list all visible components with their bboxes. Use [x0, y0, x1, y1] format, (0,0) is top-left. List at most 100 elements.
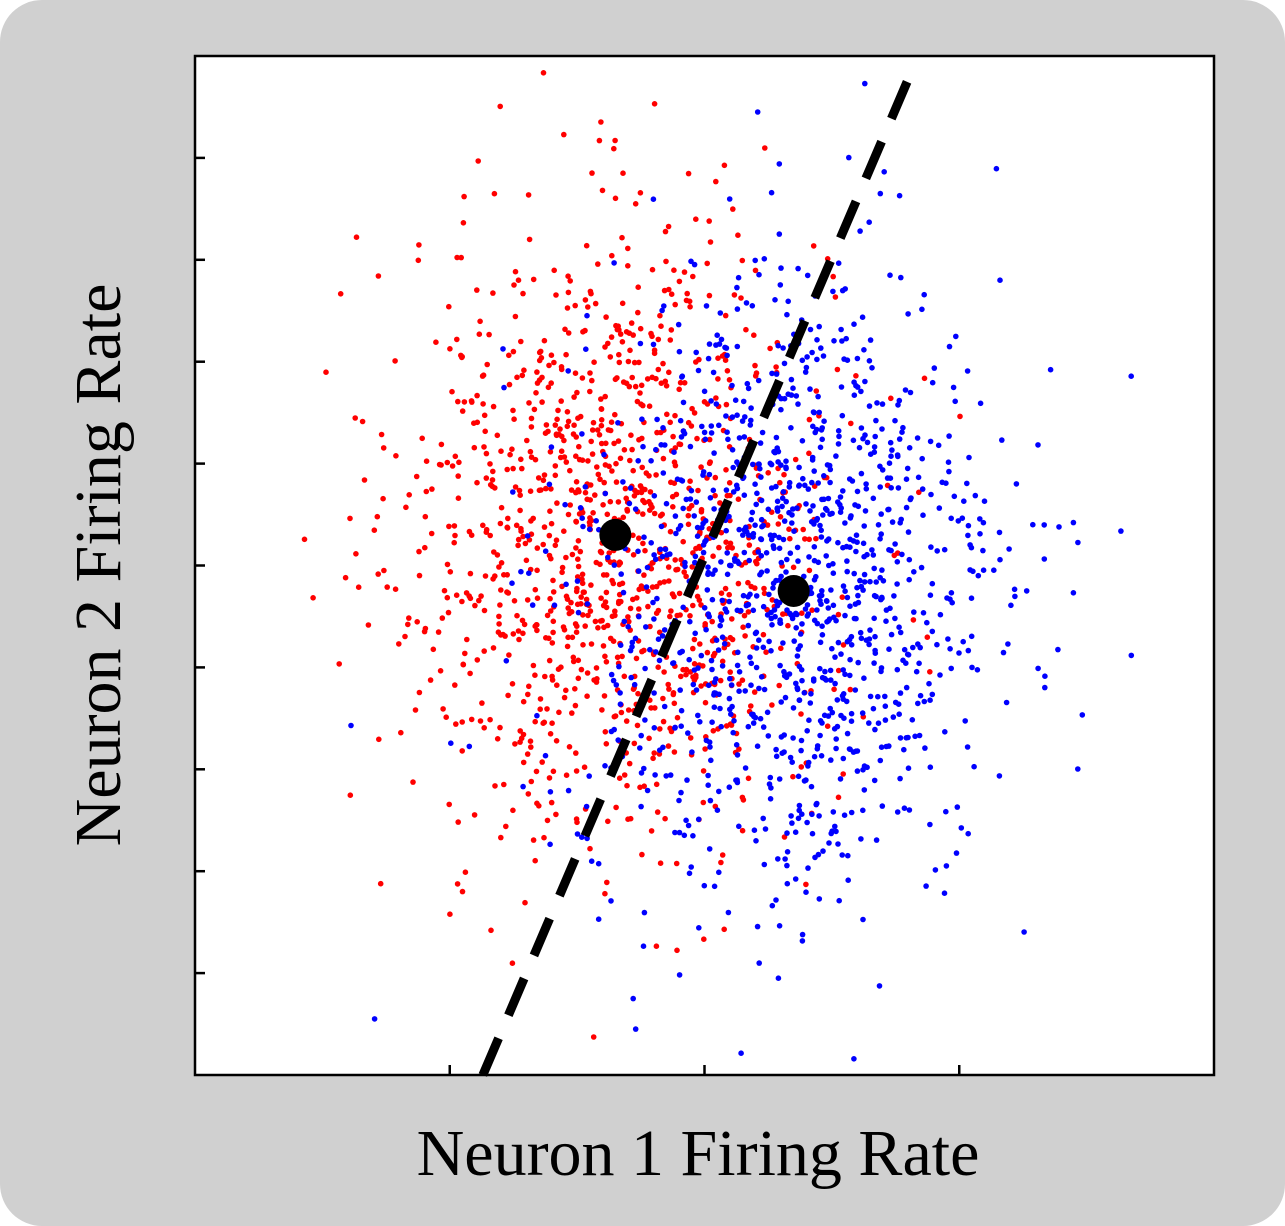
scatter-point — [574, 574, 581, 580]
scatter-point — [483, 475, 490, 481]
scatter-point — [803, 881, 809, 888]
scatter-point — [694, 435, 700, 442]
scatter-point — [853, 548, 859, 555]
scatter-point — [641, 909, 648, 916]
scatter-point — [537, 696, 544, 702]
scatter-point — [824, 723, 831, 729]
scatter-point — [513, 522, 520, 529]
scatter-point — [878, 668, 884, 675]
scatter-point — [772, 449, 778, 456]
scatter-point — [942, 729, 948, 735]
scatter-point — [715, 647, 722, 653]
scatter-point — [801, 690, 808, 696]
scatter-point — [723, 413, 729, 419]
scatter-point — [872, 633, 878, 640]
scatter-point — [751, 689, 758, 695]
scatter-point — [724, 368, 731, 374]
scatter-point — [950, 384, 957, 391]
scatter-point — [686, 656, 692, 663]
scatter-point — [406, 615, 412, 621]
scatter-point — [567, 502, 573, 508]
scatter-point — [977, 516, 983, 522]
scatter-point — [1118, 528, 1124, 534]
scatter-point — [735, 580, 742, 587]
scatter-point — [934, 641, 940, 648]
scatter-point — [625, 245, 631, 252]
scatter-point — [375, 571, 382, 577]
scatter-point — [735, 274, 742, 281]
scatter-point — [651, 690, 657, 696]
scatter-point — [592, 300, 599, 307]
scatter-point — [655, 336, 662, 343]
scatter-point — [627, 815, 634, 822]
scatter-point — [575, 609, 582, 616]
scatter-point — [402, 633, 408, 640]
scatter-point — [825, 605, 832, 611]
scatter-point — [896, 624, 902, 630]
scatter-point — [677, 687, 683, 693]
scatter-point — [582, 297, 589, 303]
scatter-point — [613, 479, 620, 485]
scatter-point — [742, 765, 749, 771]
scatter-point — [627, 347, 633, 354]
scatter-point — [796, 464, 802, 471]
scatter-point — [550, 577, 556, 584]
scatter-point — [981, 498, 988, 505]
scatter-point — [612, 608, 618, 614]
scatter-point — [810, 676, 817, 682]
scatter-point — [997, 277, 1003, 284]
scatter-point — [665, 681, 671, 688]
scatter-point — [651, 493, 658, 499]
scatter-point — [623, 718, 630, 724]
scatter-point — [648, 540, 654, 546]
scatter-point — [699, 524, 705, 531]
scatter-point — [584, 601, 591, 607]
scatter-point — [455, 819, 462, 825]
scatter-point — [760, 724, 767, 730]
scatter-point — [685, 521, 692, 528]
scatter-point — [736, 688, 742, 694]
scatter-point — [466, 743, 473, 750]
scatter-point — [773, 753, 780, 760]
scatter-point — [790, 705, 797, 711]
scatter-point — [519, 465, 525, 472]
scatter-point — [732, 397, 739, 404]
scatter-point — [718, 859, 724, 866]
scatter-point — [718, 559, 724, 565]
scatter-point — [471, 444, 478, 451]
scatter-point — [798, 711, 804, 717]
scatter-point — [810, 423, 816, 430]
scatter-point — [672, 557, 678, 563]
scatter-point — [719, 597, 726, 604]
scatter-point — [667, 725, 673, 732]
scatter-point — [674, 947, 680, 954]
scatter-point — [393, 453, 399, 459]
scatter-point — [993, 165, 1000, 172]
scatter-point — [534, 622, 540, 628]
scatter-point — [565, 289, 572, 296]
scatter-point — [792, 456, 799, 463]
scatter-point — [830, 809, 837, 815]
scatter-point — [558, 664, 564, 670]
scatter-point — [687, 443, 694, 450]
scatter-point — [787, 754, 794, 761]
scatter-point — [688, 864, 694, 870]
scatter-point — [755, 549, 762, 555]
scatter-point — [741, 434, 748, 440]
scatter-point — [549, 720, 555, 726]
scatter-point — [972, 492, 979, 499]
scatter-point — [882, 717, 889, 723]
scatter-point — [727, 492, 733, 499]
scatter-point — [758, 474, 764, 480]
scatter-point — [793, 625, 799, 631]
scatter-point — [854, 355, 861, 362]
scatter-point — [711, 450, 717, 456]
scatter-point — [776, 923, 783, 929]
scatter-point — [866, 641, 872, 648]
scatter-point — [741, 492, 748, 499]
scatter-point — [603, 589, 610, 596]
scatter-point — [601, 451, 607, 458]
scatter-point — [875, 720, 882, 726]
scatter-point — [598, 406, 605, 413]
scatter-point — [454, 881, 461, 887]
